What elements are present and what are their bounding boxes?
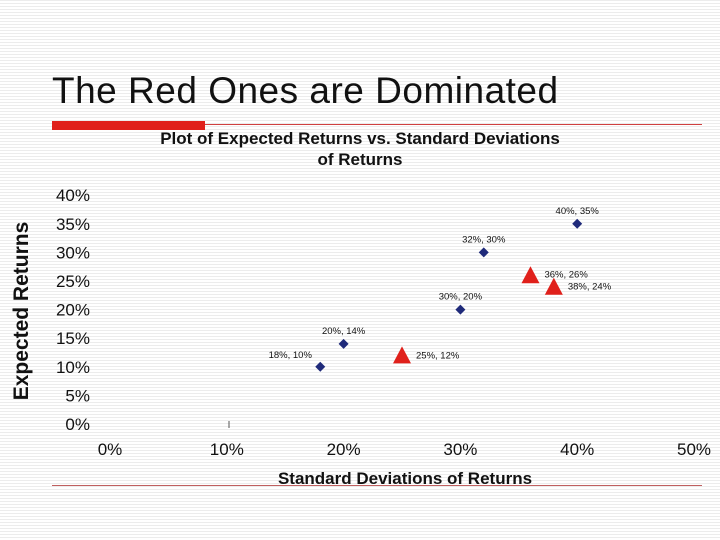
y-tick-label: 10%	[56, 358, 90, 377]
data-label: 25%, 12%	[416, 350, 460, 361]
y-tick-label: 15%	[56, 329, 90, 348]
y-tick-label: 0%	[65, 415, 90, 434]
slide-title: The Red Ones are Dominated	[52, 70, 559, 111]
efficient-point-marker	[478, 247, 489, 258]
data-label: 38%, 24%	[568, 282, 612, 293]
x-axis-label: Standard Deviations of Returns	[278, 469, 532, 488]
y-tick-label: 35%	[56, 215, 90, 234]
y-tick-label: 20%	[56, 301, 90, 320]
chart-title-line-2: of Returns	[318, 150, 403, 169]
x-tick-label: 40%	[560, 440, 594, 459]
x-tick-label: 50%	[677, 440, 711, 459]
chart-title-line-1: Plot of Expected Returns vs. Standard De…	[160, 129, 560, 148]
dominated-point-marker	[544, 277, 563, 295]
x-tick-label: 0%	[98, 440, 123, 459]
data-label: 30%, 20%	[439, 292, 483, 303]
header-rule	[205, 124, 702, 125]
x-tick-label: 30%	[443, 440, 477, 459]
dominated-point-marker	[521, 266, 540, 284]
efficient-point-marker	[455, 304, 466, 315]
y-tick-label: 5%	[65, 386, 90, 405]
y-tick-label: 25%	[56, 272, 90, 291]
dominated-point-marker	[393, 346, 411, 364]
efficient-point-marker	[572, 218, 583, 229]
x-tick-label: 20%	[327, 440, 361, 459]
data-label: 40%, 35%	[556, 206, 600, 217]
data-label: 20%, 14%	[322, 326, 366, 337]
efficient-point-marker	[338, 338, 349, 349]
x-tick-label: 10%	[210, 440, 244, 459]
data-label: 32%, 30%	[462, 234, 506, 245]
y-tick-label: 40%	[56, 186, 90, 205]
data-label: 18%, 10%	[269, 350, 313, 361]
y-axis-label: Expected Returns	[10, 222, 33, 401]
data-label: 36%, 26%	[544, 269, 588, 280]
accent-bar	[52, 121, 205, 130]
footer-rule	[52, 485, 702, 486]
y-tick-label: 30%	[56, 243, 90, 262]
efficient-point-marker	[315, 361, 326, 372]
